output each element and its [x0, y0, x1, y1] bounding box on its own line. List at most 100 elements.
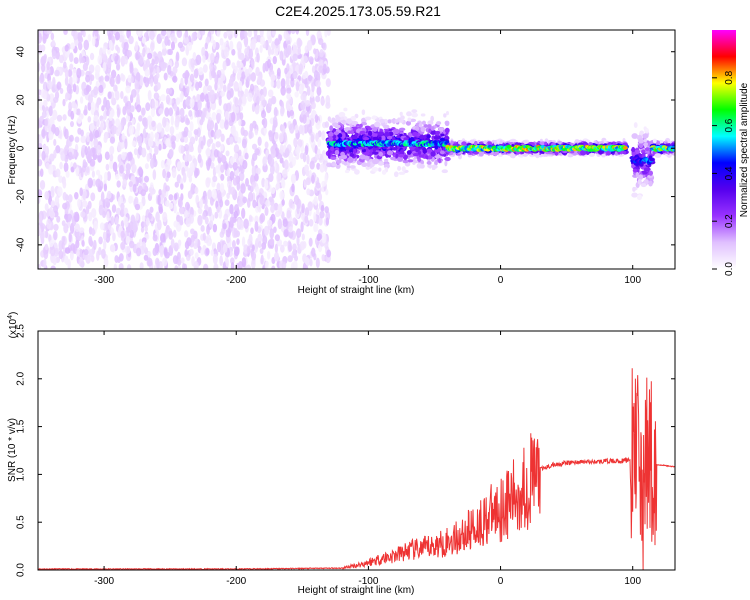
- spectrogram-cell: [289, 64, 294, 75]
- spectrogram-cell: [67, 194, 73, 203]
- spectrogram-cell: [276, 67, 281, 77]
- spectrogram-cell: [296, 145, 301, 154]
- spectrogram-cell: [265, 260, 269, 269]
- spectrogram-cell: [444, 127, 450, 133]
- spectrogram-cell: [180, 145, 185, 154]
- spectrogram-cell: [109, 153, 114, 162]
- spectrogram-cell: [242, 196, 248, 204]
- spectrogram-cell: [220, 164, 225, 174]
- spectrogram-cell: [222, 60, 227, 71]
- spectrogram-cell: [316, 86, 322, 96]
- spectrogram-cell: [277, 172, 281, 182]
- spectrogram-cell: [648, 180, 653, 187]
- spectrogram-cell: [72, 162, 77, 169]
- spectrogram-cell: [300, 100, 306, 111]
- spectrogram-cell: [243, 218, 249, 229]
- spectrogram-cell: [125, 162, 131, 170]
- spectrogram-cell: [73, 191, 79, 200]
- spectrogram-cell: [180, 77, 184, 89]
- spectrogram-cell: [55, 145, 61, 154]
- spectrogram-cell: [208, 220, 214, 228]
- spectrogram-cell: [41, 110, 47, 119]
- spectrogram-cell: [262, 156, 267, 167]
- spectrogram-cell: [128, 240, 135, 249]
- spectrogram-cell: [172, 66, 178, 74]
- spectrogram-cell: [262, 62, 266, 73]
- spectrogram-cell: [136, 93, 140, 103]
- spectrogram-cell: [98, 84, 104, 94]
- spectrogram-cell: [277, 218, 283, 230]
- spectrogram-cell: [168, 194, 174, 201]
- spectrogram-cell: [193, 230, 198, 240]
- spectrogram-cell: [291, 183, 295, 193]
- spectrogram-cell: [283, 132, 287, 143]
- spectrogram-cell: [76, 249, 81, 257]
- spectrogram-cell: [340, 119, 346, 123]
- spectrogram-cell: [306, 39, 313, 51]
- spectrogram-cell: [315, 80, 321, 88]
- spectrogram-cell: [226, 168, 230, 177]
- spectrogram-cell: [288, 241, 292, 252]
- spectrogram-cell: [80, 135, 86, 144]
- spectrogram-cell: [398, 127, 406, 131]
- spectrogram-cell: [433, 136, 440, 140]
- spectrogram-cell: [147, 257, 153, 267]
- spectrogram-cell: [63, 61, 67, 69]
- spectrogram-cell: [224, 120, 229, 130]
- spectrogram-cell: [304, 145, 309, 156]
- spectrogram-cell: [169, 125, 175, 135]
- spectrogram-cell: [194, 186, 199, 195]
- spectrogram-cell: [93, 86, 99, 96]
- spectrogram-cell: [279, 50, 284, 61]
- spectrogram-cell: [103, 239, 107, 251]
- spectrogram-cell: [523, 139, 528, 145]
- spectrogram-cell: [194, 252, 199, 260]
- spectrogram-cell: [291, 156, 297, 167]
- spectrogram-cell: [400, 115, 405, 120]
- spectrogram-cell: [254, 173, 259, 182]
- spectrogram-cell: [197, 214, 203, 226]
- spectrogram-cell: [103, 257, 109, 268]
- spectrogram-cell: [305, 30, 310, 36]
- spectrogram-cell: [418, 122, 423, 128]
- spectrogram-cell: [252, 153, 258, 161]
- spectrogram-cell: [444, 156, 451, 162]
- spectrogram-cell: [199, 92, 205, 102]
- spectrogram-cell: [260, 35, 265, 46]
- spectrogram-cell: [204, 78, 209, 87]
- spectrogram-cell: [199, 198, 204, 209]
- spectrogram-cell: [63, 30, 68, 36]
- spectrogram-cell: [187, 41, 193, 51]
- spectrogram-cell: [364, 155, 370, 161]
- spectrogram-cell: [399, 149, 405, 156]
- spectrogram-cell: [66, 83, 72, 94]
- spectrogram-cell: [236, 60, 241, 68]
- spectrogram-cell: [276, 79, 281, 89]
- spectrogram-cell: [93, 115, 99, 122]
- spectrogram-cell: [631, 146, 636, 153]
- spectrogram-cell: [106, 171, 112, 182]
- spectrogram-cell: [143, 254, 149, 261]
- spectrogram-cell: [98, 236, 103, 245]
- spectrogram-cell: [396, 135, 401, 139]
- spectrogram-cell: [189, 121, 194, 132]
- spectrogram-cell: [120, 202, 125, 211]
- spectrogram-cell: [193, 243, 198, 250]
- spectrogram-cell: [189, 162, 195, 173]
- spectrogram-cell: [124, 55, 128, 65]
- spectrogram-cell: [183, 135, 189, 144]
- spectrogram-cell: [280, 78, 286, 89]
- spectrogram-cell: [233, 65, 238, 74]
- spectrogram-cell: [301, 233, 305, 241]
- spectrogram-cell: [39, 133, 43, 145]
- spectrogram-cell: [279, 143, 284, 155]
- spectrogram-cell: [320, 97, 325, 106]
- spectrogram-cell: [39, 179, 46, 190]
- spectrogram-cell: [77, 198, 81, 208]
- spectrogram-cell: [144, 163, 149, 170]
- spectrogram-cell: [129, 105, 135, 113]
- spectrogram-cell: [170, 135, 177, 142]
- spectrogram-cell: [167, 64, 172, 75]
- spectrogram-cell: [132, 183, 137, 193]
- spectrogram-cell: [274, 38, 280, 46]
